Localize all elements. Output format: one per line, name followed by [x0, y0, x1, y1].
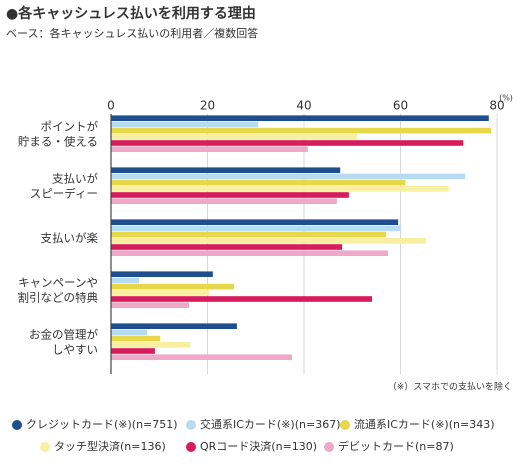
y-tick-label: ポイントが貯まる・使える — [18, 119, 99, 148]
bar — [111, 302, 190, 308]
bar — [111, 127, 492, 134]
legend-marker — [324, 442, 334, 452]
bar — [111, 134, 358, 140]
bar — [111, 290, 209, 296]
bar — [111, 342, 191, 348]
x-tick-label: 80 — [489, 99, 504, 113]
bar — [111, 354, 292, 360]
y-tick-label: 支払いが楽 — [41, 231, 99, 245]
legend-label: QRコード決済(n=130) — [200, 439, 317, 453]
legend-label: タッチ型決済(n=136) — [54, 439, 166, 453]
bar — [111, 238, 427, 244]
bar — [111, 244, 343, 250]
bar — [111, 348, 155, 354]
y-tick-label: キャンペーンや割引などの特典 — [18, 275, 99, 304]
x-tick-label: 40 — [296, 99, 311, 113]
bar — [111, 140, 464, 146]
note: （※）スマホでの支払いを除く — [388, 381, 512, 393]
bar — [111, 296, 373, 302]
bar — [111, 271, 213, 277]
bar — [111, 167, 341, 173]
legend-marker — [186, 442, 196, 452]
legend-label: 流通系ICカード(※)(n=343) — [354, 417, 495, 431]
legend-marker — [340, 420, 350, 430]
bar — [111, 277, 139, 284]
legend-marker — [186, 420, 196, 430]
chart-title: ●各キャッシュレス払いを利用する理由 — [6, 5, 256, 22]
bar — [111, 323, 237, 329]
legend-label: デビットカード(n=87) — [338, 439, 454, 453]
bar — [111, 115, 489, 121]
bar — [111, 329, 148, 336]
bar — [111, 146, 308, 152]
x-tick-label: 60 — [393, 99, 408, 113]
bar — [111, 219, 399, 225]
bar — [111, 192, 349, 198]
y-tick-label: 支払いがスピーディー — [30, 171, 99, 200]
unit-label: (%) — [499, 94, 513, 103]
bar — [111, 121, 259, 128]
bar — [111, 186, 449, 192]
legend-label: 交通系ICカード(※)(n=367) — [200, 417, 341, 431]
legend-marker — [40, 442, 50, 452]
x-tick-label: 20 — [200, 99, 215, 113]
bar — [111, 283, 235, 290]
bar — [111, 225, 401, 232]
bar — [111, 173, 466, 180]
bar — [111, 231, 387, 238]
bar — [111, 335, 161, 342]
legend-label: クレジットカード(※)(n=751) — [26, 418, 178, 431]
bar — [111, 198, 337, 204]
x-tick-label: 0 — [107, 99, 115, 113]
y-tick-label: お金の管理がしやすい — [29, 327, 98, 356]
bar — [111, 250, 388, 256]
legend-marker — [12, 420, 22, 430]
bar — [111, 179, 406, 186]
subtitle: ベース：各キャッシュレス払いの利用者／複数回答 — [6, 26, 258, 40]
